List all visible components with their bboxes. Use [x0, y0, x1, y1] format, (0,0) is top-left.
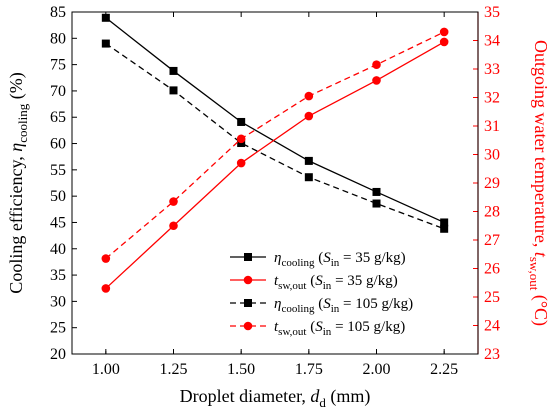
- data-point: [440, 224, 449, 233]
- legend-label: tsw,out (Sin = 35 g/kg): [274, 273, 398, 292]
- y-left-tick-label: 35: [50, 267, 66, 284]
- series-group: [101, 13, 449, 293]
- series-line: [105, 31, 445, 260]
- series-line: [105, 43, 445, 230]
- y-right-tick-label: 31: [484, 118, 500, 135]
- y-right-tick-label: 28: [484, 204, 500, 221]
- legend-label: ηcooling (Sin = 105 g/kg): [274, 296, 413, 315]
- data-point: [372, 60, 381, 70]
- y-right-tick-label: 24: [484, 318, 500, 335]
- data-point: [372, 76, 381, 85]
- data-point: [169, 221, 178, 231]
- legend-marker: [244, 299, 252, 307]
- data-point: [101, 39, 110, 48]
- legend-marker: [243, 321, 253, 331]
- y-left-tick-label: 75: [50, 57, 66, 74]
- legend-marker: [244, 253, 252, 261]
- legend-label: ηcooling (Sin = 35 g/kg): [274, 250, 406, 269]
- legend-label: tsw,out (Sin = 105 g/kg): [274, 319, 405, 338]
- x-axis: 1.00 1.25 1.50 1.75 2.00 2.25: [92, 12, 458, 378]
- data-point: [169, 66, 178, 75]
- data-point: [101, 13, 110, 22]
- y-left-tick-label: 20: [50, 346, 66, 363]
- y-left-tick-label: 40: [50, 241, 66, 258]
- y-right-tick-label: 30: [484, 147, 500, 164]
- y-right-tick-label: 25: [484, 289, 500, 306]
- y-right-tick-label: 29: [484, 175, 500, 192]
- data-point: [304, 111, 314, 121]
- y-left-tick-label: 55: [50, 162, 66, 179]
- y-left-axis-label: Cooling efficiency, ηcooling (%): [6, 72, 30, 293]
- data-point: [304, 91, 314, 101]
- data-point: [372, 187, 381, 196]
- data-point: [304, 173, 313, 182]
- y-right-tick-label: 33: [484, 61, 500, 78]
- x-tick-label: 2.00: [363, 361, 391, 378]
- x-tick-label: 1.50: [227, 361, 255, 378]
- data-point: [440, 218, 449, 227]
- x-tick-label: 1.75: [295, 361, 323, 378]
- data-point: [237, 117, 246, 126]
- y-right-tick-label: 34: [484, 33, 500, 50]
- data-point: [101, 284, 111, 293]
- y-right-tick-label: 23: [484, 346, 500, 363]
- data-point: [169, 86, 178, 95]
- plot-frame: [71, 11, 479, 355]
- x-tick-label: 2.25: [430, 361, 458, 378]
- y-axis-right: 23 24 25 26 27 28 29 30 31 32 33 34 35: [473, 4, 500, 363]
- data-point: [304, 156, 313, 165]
- y-left-tick-label: 65: [50, 109, 66, 126]
- data-point: [236, 158, 246, 168]
- series-line: [105, 41, 445, 289]
- y-left-tick-label: 80: [50, 30, 66, 47]
- data-point: [101, 254, 111, 263]
- data-point: [439, 27, 449, 37]
- y-right-tick-label: 32: [484, 90, 500, 107]
- legend-marker: [243, 275, 253, 285]
- y-left-tick-label: 25: [50, 320, 66, 337]
- y-left-tick-label: 70: [50, 83, 66, 100]
- y-right-tick-label: 27: [484, 232, 500, 249]
- series-line: [105, 17, 445, 224]
- y-left-tick-label: 85: [50, 4, 66, 21]
- y-left-tick-label: 50: [50, 188, 66, 205]
- axis-labels: Droplet diameter, dd (mm) Cooling efficie…: [6, 40, 550, 410]
- y-right-axis-label: Outgoing water temperature, tsw,out (°C): [527, 40, 550, 326]
- y-right-tick-label: 35: [484, 4, 500, 21]
- legend: ηcooling (Sin = 35 g/kg) tsw,out (Sin = 3…: [230, 250, 413, 338]
- data-point: [439, 37, 449, 47]
- x-tick-label: 1.00: [92, 361, 120, 378]
- y-right-tick-label: 26: [484, 261, 500, 278]
- y-left-tick-label: 30: [50, 293, 66, 310]
- data-point: [372, 199, 381, 208]
- y-left-tick-label: 60: [50, 136, 66, 153]
- data-point: [169, 197, 178, 206]
- y-left-tick-label: 45: [50, 214, 66, 231]
- data-point: [236, 134, 246, 144]
- x-axis-label: Droplet diameter, dd (mm): [180, 386, 371, 410]
- y-axis-left: 20 25 30 35 40 45 50 55 60 65 70 75 80 85: [50, 4, 77, 363]
- x-tick-label: 1.25: [160, 361, 188, 378]
